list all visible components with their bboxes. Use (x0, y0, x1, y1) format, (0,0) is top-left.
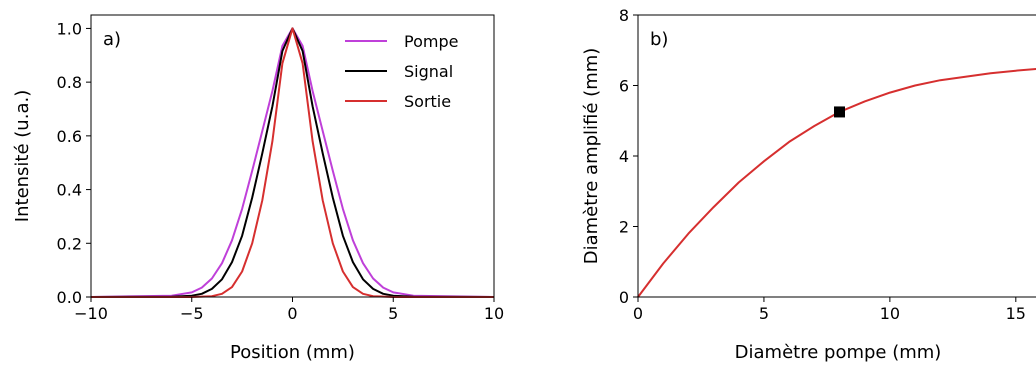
panel-b-chart: 0 5 10 15 0 2 4 6 8 b) Diamètre pompe (mm) Diamè… (581, 6, 1036, 363)
x-tick-label: 0 (287, 304, 297, 323)
panel-a-label: a) (103, 29, 121, 50)
legend-item-pompe: Pompe (345, 32, 458, 51)
y-tick-label: 6 (619, 77, 629, 96)
series-line-sortie (91, 27, 494, 298)
y-tick-label: 1.0 (57, 19, 82, 38)
series-line-diametre (637, 68, 1036, 298)
x-tick-label: −5 (180, 304, 204, 323)
legend-item-sortie: Sortie (345, 92, 451, 111)
panel-b-x-axis-title: Diamètre pompe (mm) (735, 342, 942, 363)
y-tick-label: 0.8 (57, 73, 82, 92)
x-tick-label: 10 (880, 304, 900, 323)
panel-a-axes-frame (90, 14, 495, 298)
panel-b-ticks: 0 5 10 15 0 2 4 6 8 (619, 6, 1026, 323)
y-tick-label: 8 (619, 6, 629, 25)
legend-label: Pompe (404, 32, 458, 51)
y-tick-label: 0.2 (57, 234, 82, 253)
panel-a-legend: Pompe Signal Sortie (345, 32, 458, 111)
panel-b-y-axis-title: Diamètre amplifié (mm) (581, 48, 602, 265)
y-tick-label: 2 (619, 218, 629, 237)
y-tick-label: 0 (619, 288, 629, 307)
legend-label: Sortie (404, 92, 451, 111)
panel-b-label: b) (650, 29, 668, 50)
y-tick-label: 0.4 (57, 181, 82, 200)
panel-a-series-group (90, 27, 495, 298)
panel-a-y-axis-title: Intensité (u.a.) (12, 90, 33, 222)
panel-b-axes-frame (637, 14, 1036, 298)
data-point-marker (834, 106, 845, 118)
x-tick-label: 10 (484, 304, 504, 323)
legend-item-signal: Signal (345, 62, 453, 81)
x-tick-label: 5 (759, 304, 769, 323)
panel-a-x-axis-title: Position (mm) (230, 342, 355, 363)
panel-a-ticks: −10 −5 0 5 10 0.0 0.2 0.4 0.6 0.8 1.0 (57, 19, 505, 323)
x-tick-label: −10 (74, 304, 108, 323)
x-tick-label: 0 (633, 304, 643, 323)
y-tick-label: 0.0 (57, 288, 82, 307)
legend-label: Signal (404, 62, 453, 81)
panel-b-series-group (637, 68, 1036, 298)
x-tick-label: 15 (1006, 304, 1026, 323)
x-tick-label: 5 (388, 304, 398, 323)
y-tick-label: 0.6 (57, 127, 82, 146)
panel-a-chart: −10 −5 0 5 10 0.0 0.2 0.4 0.6 0.8 1.0 a) Position … (12, 14, 505, 363)
y-tick-label: 4 (619, 147, 629, 166)
